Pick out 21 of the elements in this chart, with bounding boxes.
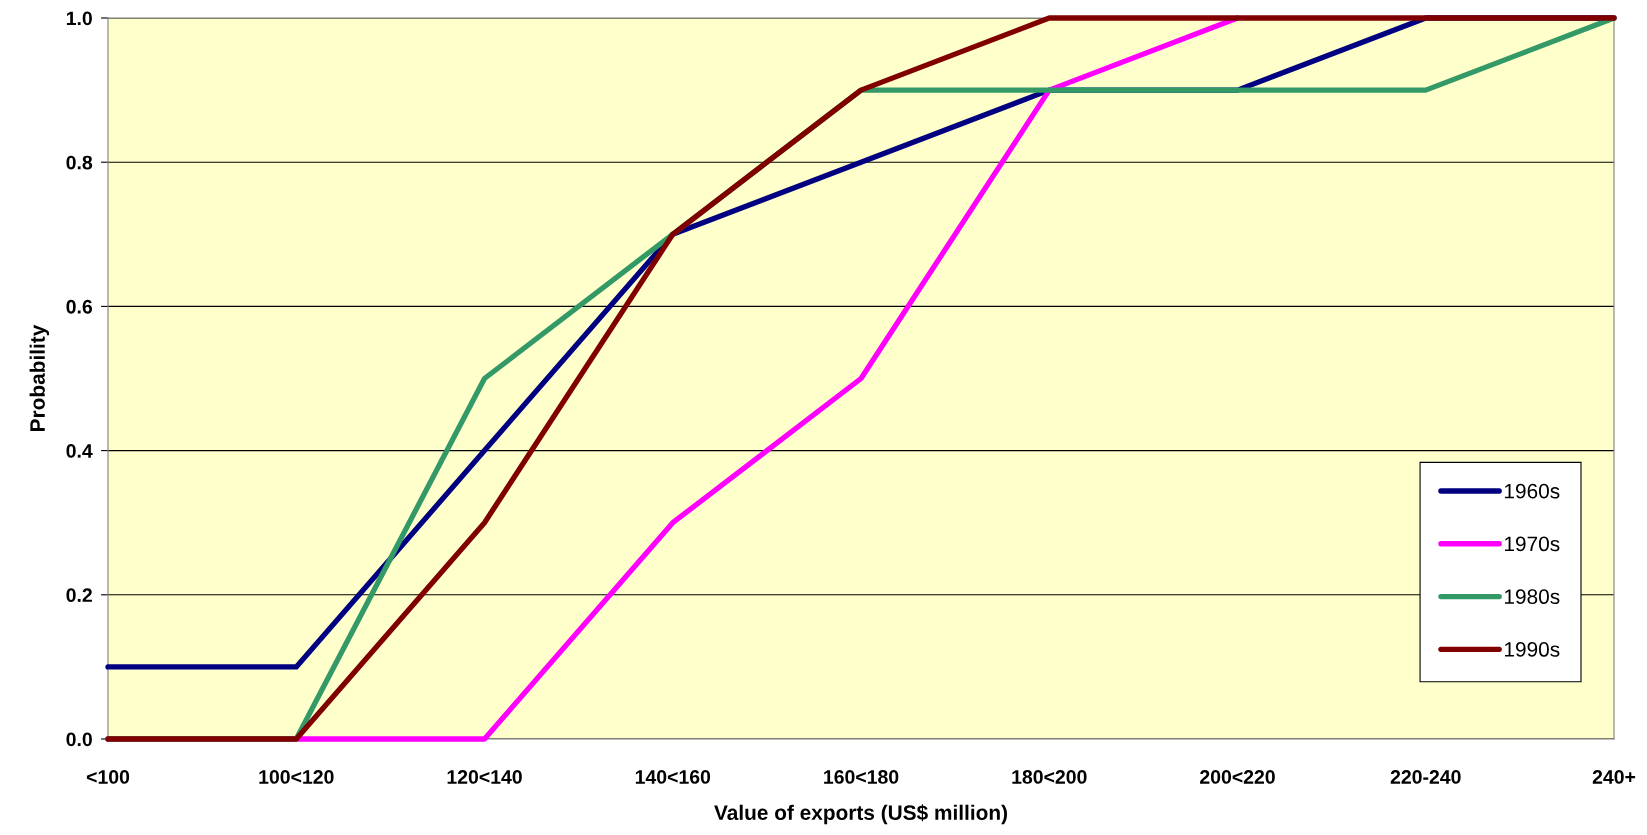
x-axis-title: Value of exports (US$ million) [714, 804, 1007, 825]
x-tick-label: 200<220 [1200, 770, 1275, 784]
x-tick-label: <100 [86, 770, 130, 784]
x-tick-label: 140<160 [635, 770, 711, 784]
y-axis-title: Probability [29, 324, 50, 431]
x-tick-label: 240+ [1592, 770, 1636, 784]
x-tick-label: 100<120 [259, 770, 334, 784]
legend-label: 1980s [1504, 589, 1560, 605]
y-tick-label: 0.6 [66, 299, 93, 314]
legend-label: 1960s [1504, 483, 1560, 499]
x-tick-label: 180<200 [1012, 770, 1087, 784]
legend-label: 1970s [1504, 536, 1560, 552]
x-tick-label: 160<180 [824, 770, 899, 784]
x-tick-label: 220-240 [1390, 770, 1461, 784]
y-tick-label: 0.0 [66, 732, 92, 747]
y-tick-label: 1.0 [66, 11, 92, 26]
x-tick-label: 120<140 [447, 770, 522, 784]
legend-label: 1990s [1504, 642, 1560, 657]
y-tick-label: 0.2 [66, 588, 92, 603]
y-tick-label: 0.4 [66, 444, 93, 458]
y-tick-label: 0.8 [66, 155, 93, 170]
